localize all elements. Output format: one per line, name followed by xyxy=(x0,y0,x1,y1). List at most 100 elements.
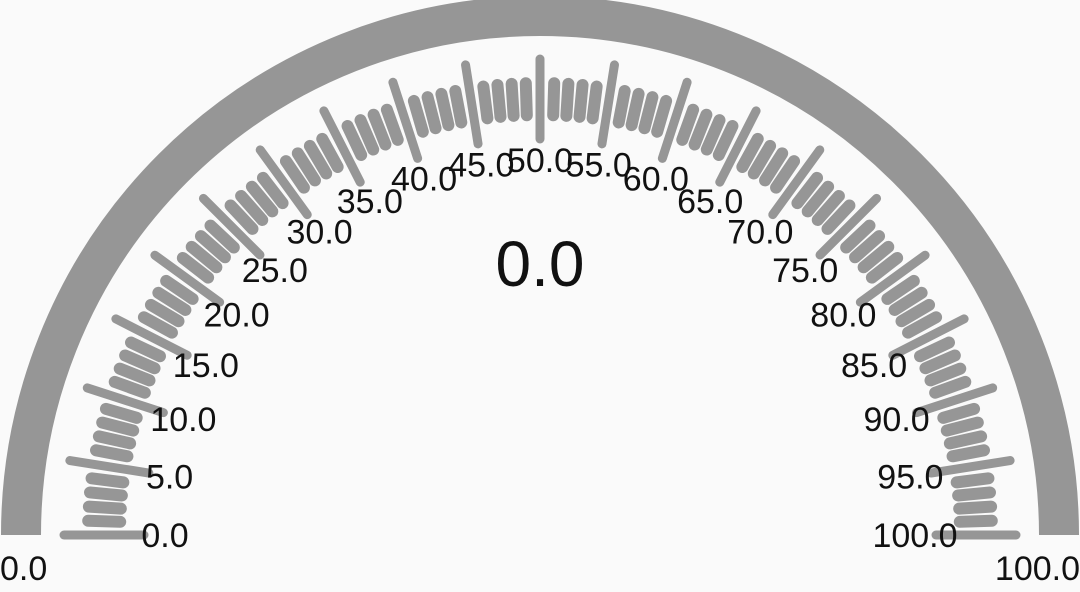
minor-tick xyxy=(586,80,603,125)
minor-tick xyxy=(256,171,289,210)
minor-tick xyxy=(840,219,876,254)
minor-tick xyxy=(119,349,161,375)
major-tick xyxy=(388,77,423,163)
major-tick xyxy=(150,250,225,307)
minor-tick xyxy=(279,155,310,194)
scale-label: 35.0 xyxy=(337,183,403,221)
minor-tick xyxy=(651,94,673,138)
minor-tick xyxy=(914,336,955,363)
minor-tick xyxy=(924,362,967,387)
scale-label: 15.0 xyxy=(173,347,239,385)
minor-tick xyxy=(341,120,368,161)
minor-tick xyxy=(857,240,895,274)
minor-tick xyxy=(953,514,998,528)
scale-label: 50.0 xyxy=(507,142,573,180)
major-tick xyxy=(815,193,882,260)
minor-tick xyxy=(449,85,468,129)
minor-tick xyxy=(152,286,192,316)
gauge-min-label: 0.0 xyxy=(0,550,47,588)
scale-label: 60.0 xyxy=(623,160,689,198)
minor-tick xyxy=(84,486,128,502)
minor-tick xyxy=(113,362,156,387)
minor-tick xyxy=(952,486,996,502)
minor-tick xyxy=(82,500,127,515)
scale-label: 40.0 xyxy=(391,160,457,198)
minor-tick xyxy=(943,430,988,450)
minor-tick xyxy=(176,251,215,284)
minor-tick xyxy=(354,114,380,156)
gauge-arc xyxy=(1,0,1079,536)
minor-tick xyxy=(791,171,824,210)
minor-tick xyxy=(902,311,943,339)
minor-tick xyxy=(801,180,835,218)
major-tick xyxy=(198,193,265,260)
scale-label: 90.0 xyxy=(864,401,930,439)
minor-tick xyxy=(560,77,575,122)
minor-tick xyxy=(224,199,259,235)
minor-tick xyxy=(421,91,442,135)
major-tick xyxy=(888,314,969,360)
major-tick xyxy=(65,456,154,478)
scale-label: 100.0 xyxy=(872,517,957,555)
minor-tick xyxy=(888,286,928,316)
minor-tick xyxy=(160,274,199,305)
major-tick xyxy=(597,60,619,149)
minor-tick xyxy=(505,77,520,122)
gauge-max-label: 100.0 xyxy=(995,550,1080,588)
major-tick xyxy=(255,145,312,220)
scale-label: 30.0 xyxy=(287,214,353,252)
scale-label: 55.0 xyxy=(566,147,632,185)
minor-tick xyxy=(491,79,507,123)
minor-tick xyxy=(407,94,429,138)
scale-label: 80.0 xyxy=(810,297,876,335)
minor-tick xyxy=(144,298,185,328)
minor-tick xyxy=(85,472,130,489)
scale-label: 0.0 xyxy=(141,517,188,555)
minor-tick xyxy=(108,375,151,399)
scale-label: 20.0 xyxy=(204,297,270,335)
major-tick xyxy=(926,456,1015,478)
minor-tick xyxy=(849,230,886,264)
minor-tick xyxy=(612,85,631,129)
minor-tick xyxy=(303,139,333,180)
minor-tick xyxy=(919,349,961,375)
minor-tick xyxy=(380,103,404,146)
minor-tick xyxy=(953,500,998,515)
minor-tick xyxy=(82,514,127,528)
minor-tick xyxy=(747,139,777,180)
minor-tick xyxy=(96,416,140,437)
scale-label: 95.0 xyxy=(877,458,943,496)
minor-tick xyxy=(700,114,726,156)
scale-labels: 0.0 5.0 10.0 15.0 20.0 25.030.035.040.045.050… xyxy=(141,142,957,555)
minor-tick xyxy=(937,402,981,424)
minor-tick xyxy=(519,77,533,122)
major-tick xyxy=(715,106,761,187)
minor-tick xyxy=(194,230,231,264)
minor-tick xyxy=(940,416,984,437)
minor-tick xyxy=(573,79,589,123)
minor-tick xyxy=(946,444,990,463)
major-tick xyxy=(461,60,483,149)
minor-tick xyxy=(137,311,178,339)
minor-tick xyxy=(811,189,845,226)
minor-tick xyxy=(547,77,561,122)
minor-tick xyxy=(821,199,856,235)
minor-tick xyxy=(759,147,789,187)
minor-tick xyxy=(316,132,344,173)
scale-label: 85.0 xyxy=(841,347,907,385)
minor-tick xyxy=(291,147,321,187)
minor-tick xyxy=(736,132,764,173)
minor-tick xyxy=(676,103,700,146)
major-tick xyxy=(82,383,168,418)
minor-tick xyxy=(99,402,143,424)
gauge-value: 0.0 xyxy=(496,228,585,300)
minor-tick xyxy=(435,87,455,132)
minor-tick xyxy=(865,251,904,284)
minor-tick xyxy=(125,336,166,363)
minor-tick xyxy=(90,444,134,463)
minor-tick xyxy=(712,120,739,161)
scale-label: 75.0 xyxy=(772,252,838,290)
minor-tick xyxy=(950,472,995,489)
minor-tick xyxy=(770,155,801,194)
